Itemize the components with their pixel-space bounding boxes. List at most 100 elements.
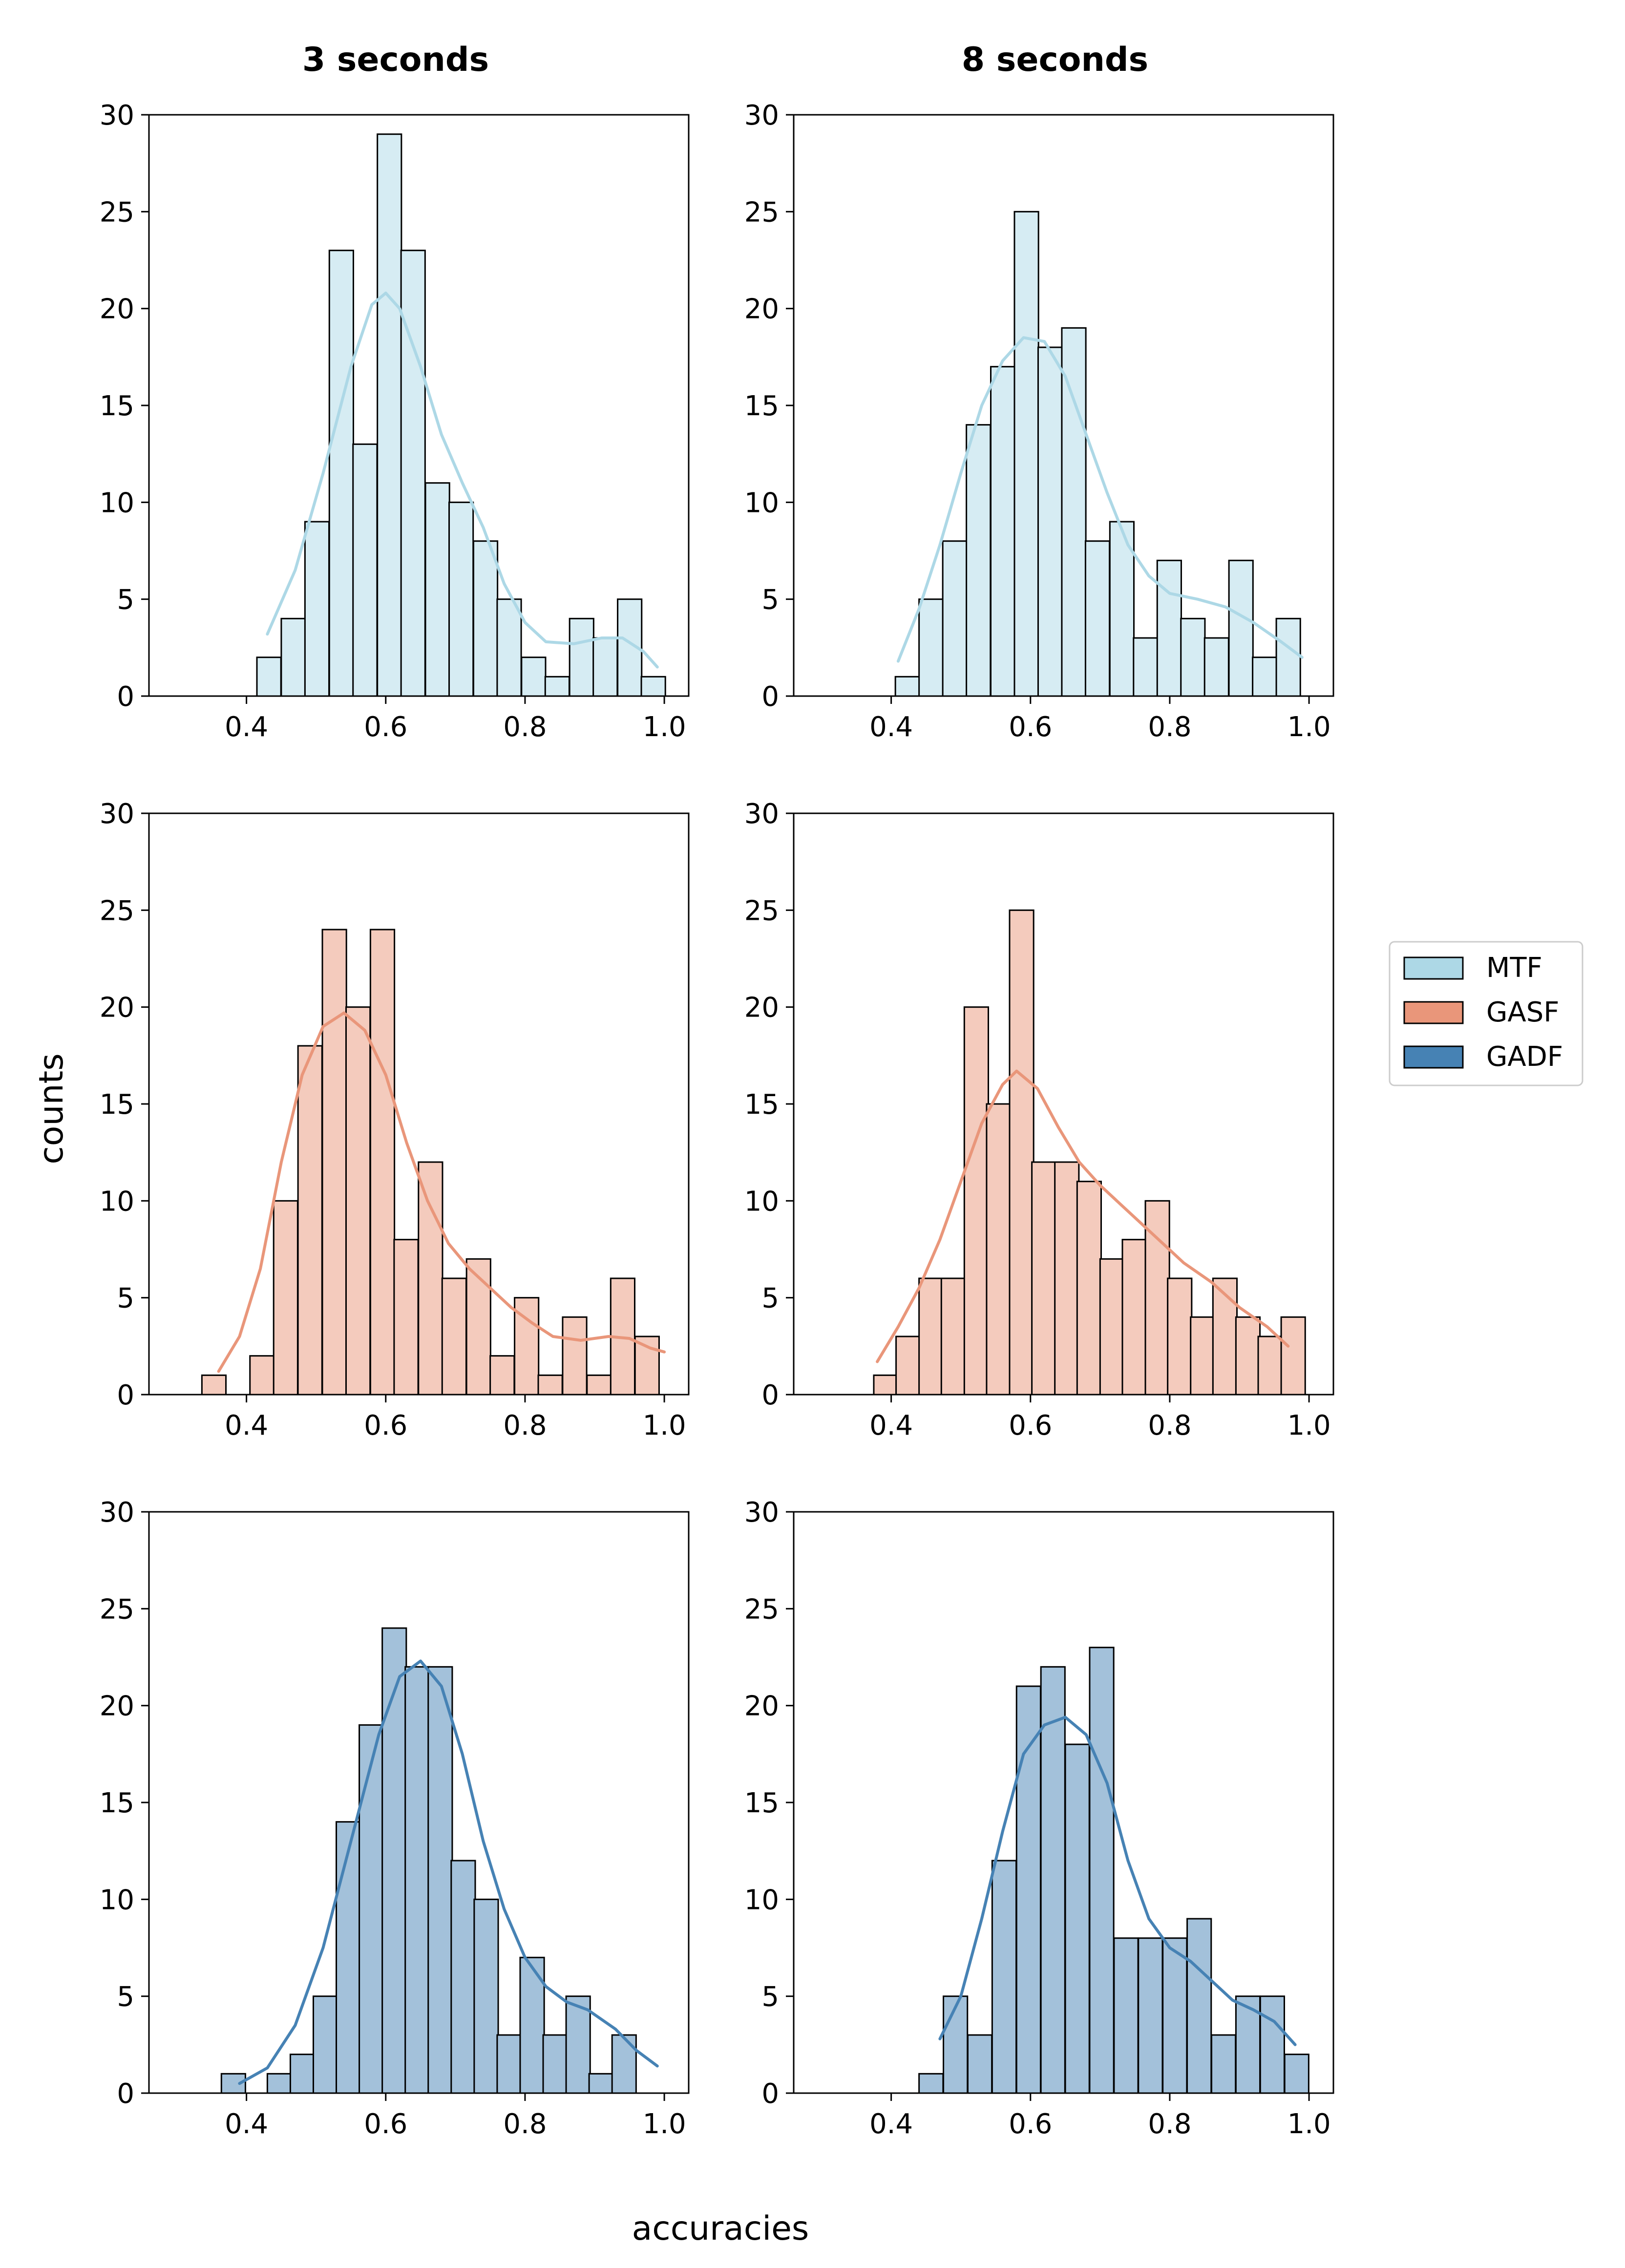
y-tick-label: 10	[744, 1884, 779, 1916]
histogram-bar	[400, 250, 426, 697]
kde-curve	[938, 1716, 1297, 2046]
histogram-bar	[1284, 2054, 1309, 2094]
histogram-bar	[1275, 617, 1301, 697]
x-tick-label: 0.8	[1148, 2108, 1191, 2140]
histogram-bar	[424, 482, 450, 697]
histogram-bar	[1280, 1316, 1306, 1396]
histogram-bar	[450, 1860, 476, 2094]
histogram-bar	[895, 1335, 921, 1396]
y-tick-label: 25	[100, 196, 134, 228]
histogram-bar	[418, 1161, 443, 1396]
histogram-bar	[489, 1355, 515, 1396]
x-tick-label: 0.4	[225, 2108, 268, 2140]
y-tick-label: 10	[100, 1884, 134, 1916]
y-tick-label: 5	[117, 1981, 134, 2013]
subplot-gadf-8s: 0.4 0.6 0.8 1.0 0 5 10 15 20 25 30	[744, 1497, 1334, 2140]
histogram-bar	[220, 2073, 246, 2094]
histogram-bar	[1113, 1937, 1139, 2094]
x-tick-label: 1.0	[1287, 711, 1331, 743]
y-tick-label: 5	[117, 1283, 134, 1314]
histogram-bar	[1203, 637, 1229, 697]
histogram-bar	[321, 929, 347, 1396]
histogram-bar	[273, 1200, 298, 1396]
x-tick-label: 0.6	[364, 1410, 407, 1441]
histogram-bar	[1089, 1647, 1115, 2094]
kde-curve	[266, 291, 659, 669]
kde-curve	[896, 336, 1304, 663]
x-tick-label: 0.8	[1148, 711, 1191, 743]
x-tick-label: 0.4	[869, 711, 913, 743]
histogram-bar	[966, 424, 992, 697]
y-tick-label: 30	[100, 100, 134, 131]
histogram-bar	[404, 1666, 430, 2094]
histogram-bar	[1076, 1181, 1102, 1396]
legend-swatch-mtf	[1403, 956, 1464, 980]
column-title-3-seconds: 3 seconds	[302, 41, 489, 79]
kde-curve	[876, 1069, 1290, 1363]
histogram-bar	[289, 2054, 316, 2094]
legend-label-gadf: GADF	[1486, 1041, 1563, 1073]
histogram-bar	[537, 1374, 563, 1396]
y-tick-label: 10	[744, 1186, 779, 1217]
histogram-bar	[569, 617, 594, 697]
histogram-bar	[990, 366, 1016, 697]
histogram-bar	[1180, 617, 1206, 697]
histogram-bar	[496, 598, 522, 697]
histogram-bar	[1167, 1277, 1193, 1396]
x-tick-label: 0.8	[503, 1410, 547, 1441]
histogram-bar	[918, 2073, 944, 2094]
histogram-bar	[369, 929, 396, 1396]
histogram-bar	[1257, 1335, 1283, 1396]
y-tick-label: 5	[761, 1981, 779, 2013]
histogram-bar	[1138, 1937, 1163, 2094]
histogram-bar	[304, 521, 330, 697]
y-tick-label: 15	[100, 1787, 134, 1819]
x-tick-label: 0.6	[1009, 711, 1052, 743]
histogram-bar	[1121, 1239, 1147, 1396]
legend-swatch-gadf	[1403, 1045, 1464, 1069]
y-tick-label: 30	[744, 798, 779, 830]
subplot-gasf-3s: 0.4 0.6 0.8 1.0 0 5 10 15 20 25 30	[100, 798, 690, 1441]
y-tick-label: 30	[744, 100, 779, 131]
histogram-bar	[1099, 1258, 1125, 1396]
histogram-bar	[1186, 1918, 1212, 2094]
histogram-bar	[381, 1627, 407, 2094]
y-tick-label: 25	[744, 196, 779, 228]
x-tick-label: 1.0	[1287, 1410, 1331, 1441]
y-tick-label: 5	[761, 1283, 779, 1314]
histogram-bar	[249, 1355, 275, 1396]
histogram-bar	[465, 1258, 491, 1396]
y-tick-label: 0	[761, 681, 779, 713]
y-tick-label: 0	[761, 1379, 779, 1411]
y-tick-label: 5	[117, 584, 134, 616]
histogram-bar	[967, 2034, 993, 2094]
histogram-bar	[1054, 1161, 1080, 1396]
x-axis-title: accuracies	[632, 2209, 809, 2248]
subplot-mtf-3s: 0.4 0.6 0.8 1.0 0 5 10 15 20 25 30	[100, 100, 690, 743]
histogram-bar	[427, 1666, 453, 2094]
histogram-bar	[472, 540, 499, 697]
histogram-bar	[1061, 327, 1087, 697]
histogram-bar	[393, 1239, 419, 1396]
histogram-bar	[1084, 540, 1111, 697]
histogram-bar	[942, 540, 968, 697]
y-tick-label: 30	[100, 798, 134, 830]
y-tick-label: 15	[100, 1089, 134, 1121]
histogram-bar	[1040, 1666, 1066, 2094]
histogram-bar	[1031, 1161, 1057, 1396]
histogram-bar	[894, 676, 920, 697]
histogram-bar	[280, 617, 306, 697]
x-tick-label: 0.4	[225, 1410, 268, 1441]
histogram-bar	[1013, 211, 1039, 697]
histogram-bar	[940, 1277, 966, 1396]
y-tick-label: 10	[100, 487, 134, 519]
histogram-bar	[521, 657, 547, 697]
histogram-bar	[1156, 559, 1182, 697]
x-tick-label: 0.4	[869, 1410, 913, 1441]
histogram-bar	[297, 1045, 323, 1396]
y-tick-label: 0	[117, 1379, 134, 1411]
legend-label-mtf: MTF	[1486, 952, 1542, 984]
subplot-gasf-8s: 0.4 0.6 0.8 1.0 0 5 10 15 20 25 30	[744, 798, 1334, 1441]
histogram-bar	[1259, 1995, 1285, 2094]
